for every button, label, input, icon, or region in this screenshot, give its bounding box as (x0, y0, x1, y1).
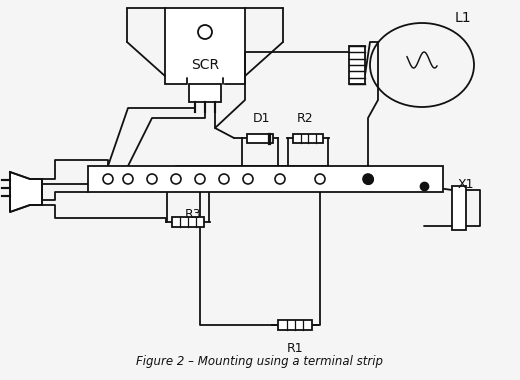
Bar (349, 46, 365, 84)
Polygon shape (10, 172, 42, 212)
Text: R2: R2 (297, 112, 314, 125)
Bar (172, 217, 204, 227)
Bar (278, 320, 312, 330)
Bar (189, 84, 221, 102)
Text: X1: X1 (458, 179, 474, 192)
Bar (452, 186, 466, 230)
Bar (293, 133, 323, 142)
Text: SCR: SCR (191, 58, 219, 72)
Text: L1: L1 (455, 11, 472, 25)
Text: R3: R3 (185, 208, 202, 221)
Text: R1: R1 (287, 342, 303, 355)
Text: Figure 2 – Mounting using a terminal strip: Figure 2 – Mounting using a terminal str… (136, 355, 384, 368)
Bar (247, 133, 273, 142)
Text: D1: D1 (253, 112, 271, 125)
Polygon shape (187, 78, 223, 84)
Bar (88, 166, 443, 192)
Bar (165, 8, 245, 84)
